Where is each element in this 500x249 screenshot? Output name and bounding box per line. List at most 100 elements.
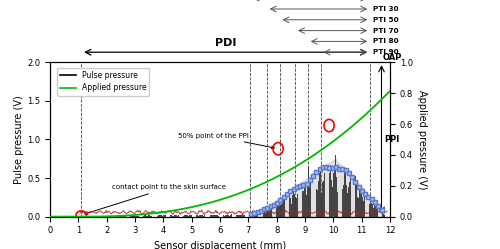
Bar bbox=[206, 215, 208, 217]
Bar bbox=[226, 215, 227, 217]
Bar bbox=[152, 215, 154, 217]
Bar bbox=[348, 187, 349, 217]
Bar bbox=[258, 213, 259, 217]
Bar bbox=[307, 187, 308, 217]
Bar bbox=[227, 215, 228, 217]
Bar bbox=[334, 169, 335, 217]
Bar bbox=[286, 203, 288, 217]
Text: contact point to the skin surface: contact point to the skin surface bbox=[85, 184, 227, 214]
Bar bbox=[270, 210, 271, 217]
Bar bbox=[369, 204, 370, 217]
Bar bbox=[154, 215, 156, 217]
Bar bbox=[326, 188, 328, 217]
Bar bbox=[145, 215, 146, 217]
Bar bbox=[263, 209, 264, 217]
Bar bbox=[322, 182, 323, 217]
Bar bbox=[176, 215, 177, 217]
Bar bbox=[240, 215, 241, 217]
Bar bbox=[346, 185, 347, 217]
Bar bbox=[331, 180, 332, 217]
Bar bbox=[320, 167, 321, 217]
Text: PTI 30: PTI 30 bbox=[373, 6, 398, 12]
Bar bbox=[268, 208, 269, 217]
Bar bbox=[197, 215, 198, 217]
Bar bbox=[230, 215, 231, 217]
Bar bbox=[131, 216, 132, 217]
Bar bbox=[202, 215, 203, 217]
Bar bbox=[265, 213, 266, 217]
Bar bbox=[372, 204, 373, 217]
Bar bbox=[96, 216, 97, 217]
Bar bbox=[298, 186, 300, 217]
Bar bbox=[148, 215, 149, 217]
Bar bbox=[140, 216, 141, 217]
Bar bbox=[308, 167, 309, 217]
Bar bbox=[94, 216, 95, 217]
Bar bbox=[306, 195, 307, 217]
Bar bbox=[162, 216, 163, 217]
Text: 50% point of the PPI: 50% point of the PPI bbox=[178, 132, 274, 149]
Bar bbox=[272, 205, 274, 217]
Bar bbox=[289, 192, 290, 217]
Bar bbox=[95, 216, 96, 217]
Bar bbox=[93, 216, 94, 217]
Bar bbox=[122, 216, 123, 217]
Bar bbox=[120, 216, 121, 217]
Bar bbox=[376, 204, 377, 217]
Bar bbox=[338, 173, 340, 217]
Bar bbox=[215, 215, 216, 217]
Text: PTI 20: PTI 20 bbox=[373, 0, 398, 1]
Bar bbox=[168, 215, 170, 217]
Bar bbox=[242, 214, 243, 217]
Bar bbox=[175, 215, 176, 217]
Bar bbox=[293, 190, 294, 217]
Bar bbox=[350, 173, 351, 217]
Bar bbox=[234, 215, 236, 217]
Bar bbox=[312, 181, 314, 217]
Bar bbox=[185, 215, 186, 217]
Bar bbox=[359, 187, 360, 217]
Bar bbox=[364, 195, 365, 217]
Bar bbox=[378, 212, 380, 217]
Bar bbox=[166, 215, 168, 217]
Text: PPI: PPI bbox=[384, 135, 399, 144]
Bar bbox=[310, 183, 311, 217]
Bar bbox=[374, 204, 375, 217]
Bar bbox=[150, 216, 151, 217]
Bar bbox=[277, 202, 278, 217]
Text: PTI 70: PTI 70 bbox=[373, 28, 398, 34]
Bar bbox=[223, 215, 224, 217]
Bar bbox=[366, 200, 368, 217]
Bar bbox=[159, 215, 160, 217]
Bar bbox=[333, 173, 334, 217]
Bar bbox=[204, 215, 205, 217]
Bar bbox=[146, 216, 147, 217]
Bar bbox=[244, 215, 245, 217]
Bar bbox=[254, 214, 255, 217]
Bar bbox=[138, 216, 139, 217]
Text: PTI 50: PTI 50 bbox=[373, 17, 398, 23]
Bar bbox=[136, 216, 137, 217]
Bar bbox=[183, 216, 184, 217]
Bar bbox=[332, 187, 333, 217]
Bar bbox=[143, 216, 144, 217]
Bar bbox=[174, 215, 175, 217]
Bar bbox=[213, 215, 214, 217]
Bar bbox=[343, 185, 344, 217]
Bar bbox=[241, 215, 242, 217]
Bar bbox=[171, 215, 172, 217]
Bar bbox=[200, 215, 201, 217]
Legend: Pulse pressure, Applied pressure: Pulse pressure, Applied pressure bbox=[57, 68, 150, 96]
Bar bbox=[108, 216, 109, 217]
Bar bbox=[314, 175, 316, 217]
Text: PDI: PDI bbox=[215, 38, 236, 48]
Bar bbox=[119, 216, 120, 217]
Bar bbox=[209, 216, 210, 217]
Bar bbox=[128, 216, 130, 217]
Bar bbox=[253, 214, 254, 217]
Bar bbox=[317, 190, 318, 217]
Bar bbox=[178, 215, 179, 217]
Bar bbox=[355, 176, 356, 217]
Bar bbox=[281, 204, 282, 217]
Text: PTI 80: PTI 80 bbox=[373, 38, 398, 44]
